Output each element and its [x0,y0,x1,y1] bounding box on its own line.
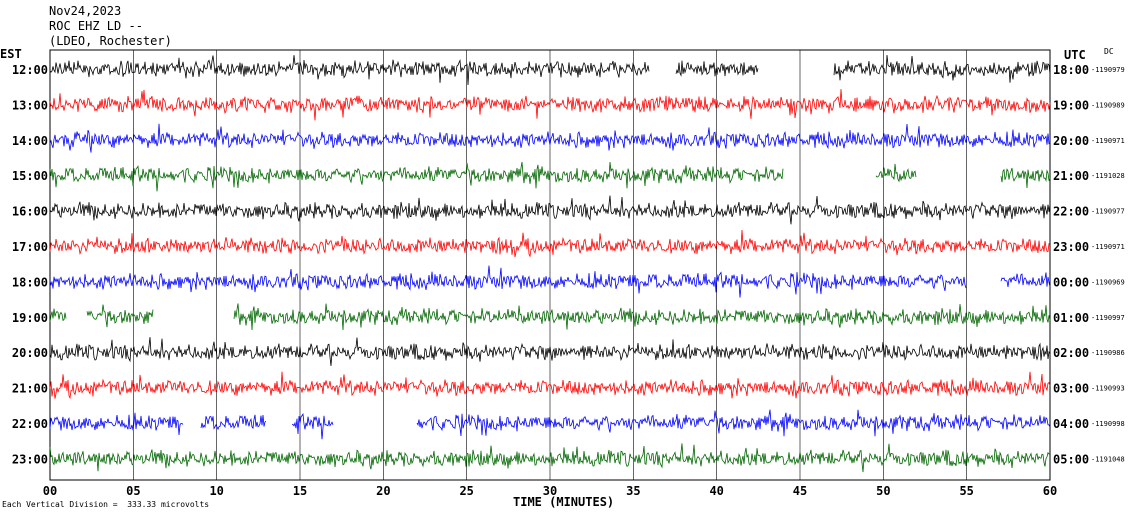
row-label-est: 13:00 [12,98,48,112]
x-tick-label: 60 [1043,484,1057,498]
row-label-est: 14:00 [12,134,48,148]
row-dc-offset: -1191048 [1091,455,1125,463]
row-dc-offset: -1190971 [1091,137,1125,145]
x-tick-label: 30 [543,484,557,498]
x-tick-label: 00 [43,484,57,498]
trace-line [49,161,1051,192]
x-tick-label: 45 [793,484,807,498]
row-dc-offset: -1190971 [1091,243,1125,251]
plot-grid [49,49,1051,481]
x-tick-label: 20 [376,484,390,498]
trace-line [49,54,1051,86]
x-tick-label: 35 [626,484,640,498]
row-dc-offset: -1190993 [1091,385,1125,393]
row-label-est: 15:00 [12,169,48,183]
timezone-right-label: UTC [1064,48,1086,62]
row-dc-offset: -1190986 [1091,349,1125,357]
station-code: ROC EHZ LD -- [49,19,143,33]
row-label-est: 23:00 [12,452,48,466]
row-label-est: 12:00 [12,63,48,77]
row-label-est: 22:00 [12,417,48,431]
x-axis: 00 05 10 15 20 25 30 35 40 45 50 55 60 [43,484,1057,498]
row-label-est: 18:00 [12,275,48,289]
row-label-utc: 05:00 [1053,452,1089,466]
x-tick-label: 15 [293,484,307,498]
x-tick-label: 50 [876,484,890,498]
row-dc-offset: -1190989 [1091,101,1125,109]
row-dc-offset: -1190979 [1091,66,1125,74]
trace-line [49,123,1050,153]
trace-line [49,443,1051,473]
trace-line [49,303,1051,331]
plot-date: Nov24,2023 [49,4,122,18]
x-tick-label: 40 [709,484,723,498]
row-label-utc: 20:00 [1053,134,1089,148]
row-label-utc: 04:00 [1053,417,1089,431]
row-label-utc: 03:00 [1053,382,1089,396]
x-tick-label: 05 [126,484,140,498]
row-dc-offset: -1190997 [1091,314,1125,322]
row-label-utc: 19:00 [1053,98,1089,112]
x-tick-label: 25 [459,484,473,498]
seismic-traces [49,54,1051,473]
trace-line [49,195,1051,225]
trace-line [49,89,1051,121]
row-dc-offset: -1191028 [1091,172,1125,180]
row-label-est: 16:00 [12,205,48,219]
trace-line [49,229,1051,258]
trace-line [49,265,1051,298]
x-tick-label: 10 [209,484,223,498]
row-label-est: 21:00 [12,382,48,396]
row-dc-offset: -1190977 [1091,208,1125,216]
scale-note: Each Vertical Division = 333.33 microvol… [2,500,210,509]
row-label-est: 20:00 [12,346,48,360]
row-dc-offset: -1190969 [1091,278,1125,286]
row-label-est: 17:00 [12,240,48,254]
row-label-utc: 01:00 [1053,311,1089,325]
trace-line [49,337,1051,366]
row-label-utc: 22:00 [1053,205,1089,219]
row-label-utc: 00:00 [1053,275,1089,289]
row-label-utc: 23:00 [1053,240,1089,254]
trace-line [49,409,1051,440]
row-label-utc: 21:00 [1053,169,1089,183]
row-dc-offset: -1190998 [1091,420,1125,428]
x-tick-label: 55 [959,484,973,498]
row-label-utc: 02:00 [1053,346,1089,360]
dc-offset-label: DC [1104,47,1114,56]
trace-line [49,371,1051,400]
timezone-left-label: EST [0,47,22,61]
station-network: (LDEO, Rochester) [49,34,172,48]
x-axis-title: TIME (MINUTES) [513,495,615,509]
row-label-utc: 18:00 [1053,63,1089,77]
row-label-est: 19:00 [12,311,48,325]
